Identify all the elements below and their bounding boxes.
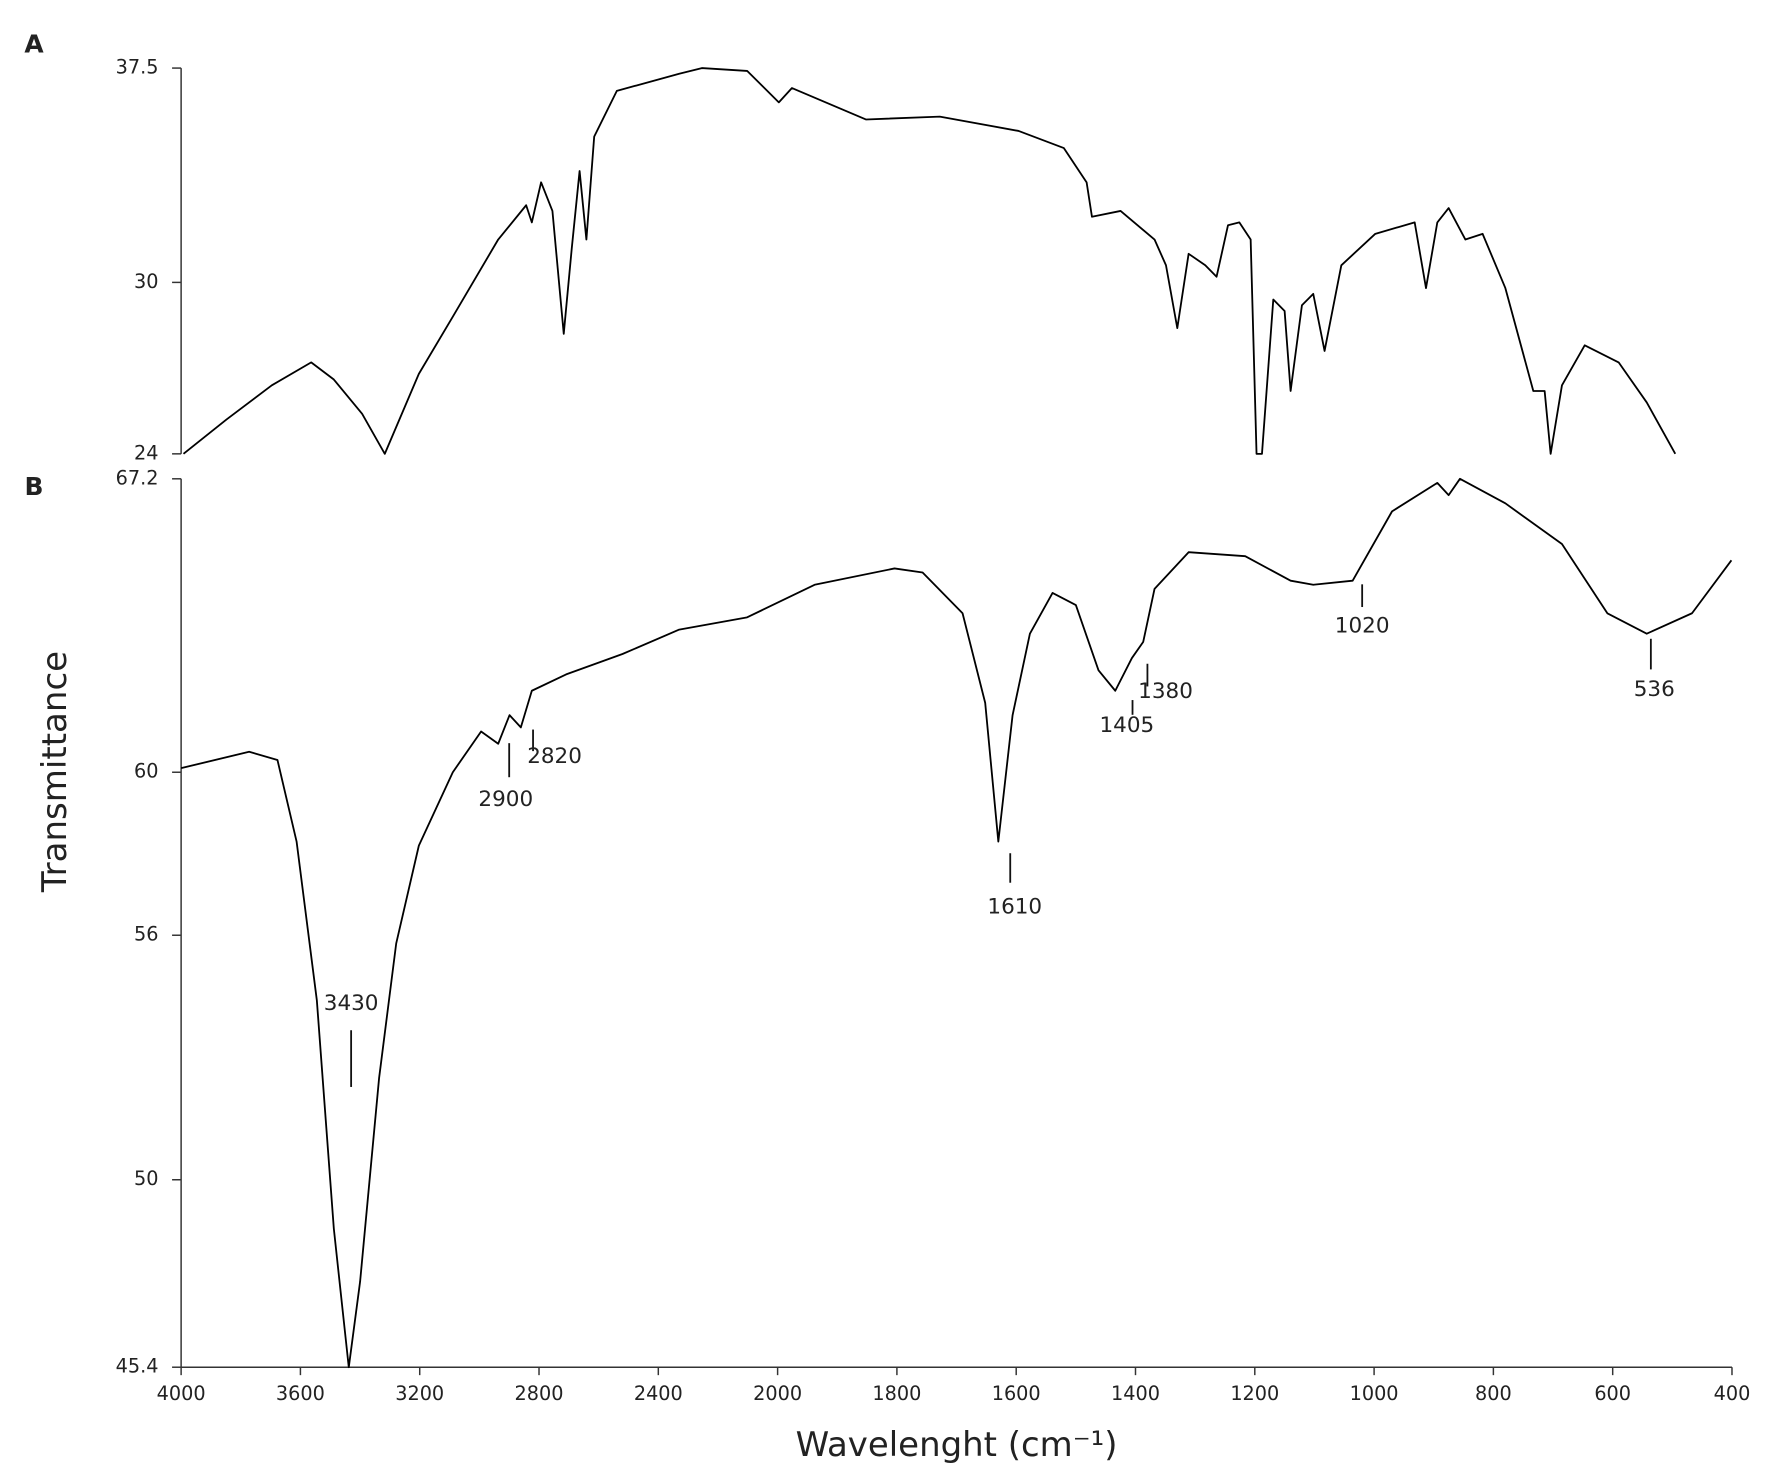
x-axis-label: Wavelenght (cm⁻¹)	[796, 1425, 1118, 1465]
panel-label: B	[24, 472, 43, 501]
peak-label: 536	[1634, 677, 1675, 702]
peak-label: 1380	[1138, 679, 1193, 704]
x-tick-label: 3600	[276, 1382, 325, 1405]
x-tick-label: 1800	[872, 1382, 921, 1405]
y-tick-label: 24	[134, 441, 158, 464]
x-tick-label: 1200	[1230, 1382, 1279, 1405]
y-tick-label: 30	[134, 270, 158, 293]
y-tick-label: 56	[134, 923, 158, 946]
x-tick-label: 2000	[753, 1382, 802, 1405]
peak-label: 3430	[324, 991, 379, 1016]
peak-label: 2900	[478, 787, 533, 812]
x-tick-label: 4000	[157, 1382, 206, 1405]
x-tick-label: 2800	[515, 1382, 564, 1405]
peak-label: 1405	[1100, 713, 1155, 738]
peak-label: 1610	[987, 895, 1042, 920]
x-tick-label: 600	[1594, 1382, 1631, 1405]
y-tick-label: 67.2	[116, 466, 159, 489]
panel-label: A	[24, 29, 44, 58]
peak-label: 2820	[527, 744, 582, 769]
x-tick-label: 3200	[395, 1382, 444, 1405]
x-tick-label: 400	[1714, 1382, 1751, 1405]
y-tick-label: 37.5	[116, 56, 159, 79]
spectrum-line	[180, 477, 1733, 1369]
y-tick-label: 50	[134, 1167, 158, 1190]
peak-label: 1020	[1335, 613, 1390, 638]
x-tick-label: 1000	[1350, 1382, 1399, 1405]
y-tick-label: 45.4	[116, 1355, 159, 1378]
spectrum-line	[182, 67, 1677, 455]
x-tick-label: 1400	[1111, 1382, 1160, 1405]
x-tick-label: 2400	[634, 1382, 683, 1405]
x-tick-label: 1600	[992, 1382, 1041, 1405]
x-tick-label: 800	[1475, 1382, 1512, 1405]
y-axis-label: Transmittance	[35, 651, 75, 893]
y-tick-label: 60	[134, 760, 158, 783]
